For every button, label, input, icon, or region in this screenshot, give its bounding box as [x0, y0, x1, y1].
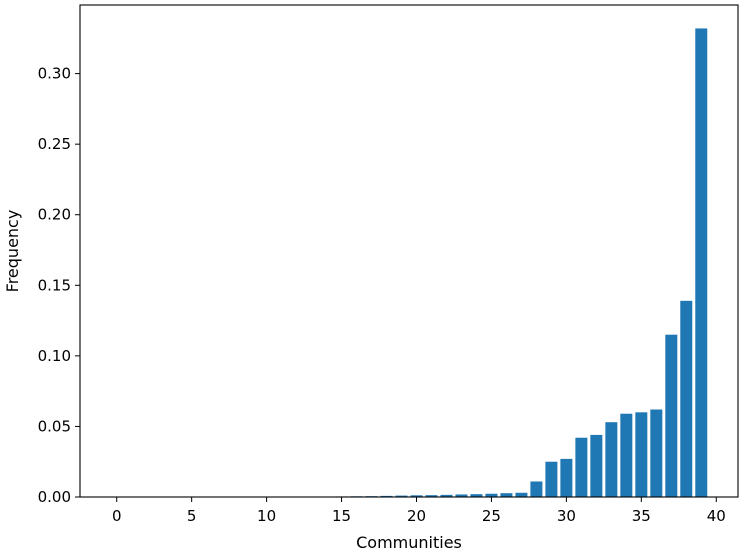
bar	[620, 413, 633, 497]
y-tick-label: 0.20	[38, 206, 71, 224]
bar	[650, 409, 663, 497]
bar	[440, 494, 453, 497]
y-axis-ticks: 0.00 0.05 0.10 0.15 0.20 0.25 0.30	[38, 65, 80, 506]
plot-frame	[79, 4, 739, 498]
bar	[560, 458, 573, 497]
bar	[635, 412, 648, 497]
x-tick-label: 30	[557, 507, 576, 525]
x-axis-label: Communities	[356, 533, 462, 552]
bar	[575, 437, 588, 497]
x-tick-label: 0	[112, 507, 122, 525]
bar	[680, 300, 693, 497]
bar	[395, 495, 408, 497]
x-tick-label: 20	[407, 507, 426, 525]
bars-group	[320, 28, 708, 498]
y-tick-label: 0.10	[38, 347, 71, 365]
bar	[545, 461, 558, 497]
x-tick-label: 5	[187, 507, 197, 525]
bar	[470, 494, 483, 497]
bar	[410, 495, 423, 497]
x-tick-label: 10	[257, 507, 276, 525]
bar	[500, 493, 513, 497]
x-tick-label: 40	[707, 507, 726, 525]
bar	[380, 495, 393, 497]
y-tick-label: 0.05	[38, 417, 71, 435]
bar	[425, 495, 438, 497]
bar	[515, 492, 528, 497]
bar	[590, 434, 603, 497]
y-axis-label: Frequency	[3, 210, 22, 293]
x-tick-label: 15	[332, 507, 351, 525]
bar	[605, 422, 618, 497]
x-tick-label: 35	[632, 507, 651, 525]
y-tick-label: 0.15	[38, 276, 71, 294]
x-tick-label: 25	[482, 507, 501, 525]
y-tick-label: 0.30	[38, 65, 71, 83]
bar	[695, 28, 708, 498]
x-axis-ticks: 0 5 10 15 20 25 30 35 40	[112, 497, 726, 525]
bar	[455, 494, 468, 497]
y-tick-label: 0.25	[38, 135, 71, 153]
y-tick-label: 0.00	[38, 488, 71, 506]
bar	[665, 334, 678, 497]
bar	[530, 481, 543, 497]
bar	[485, 493, 498, 497]
